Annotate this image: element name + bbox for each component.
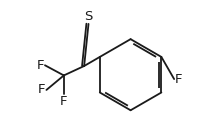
Text: F: F bbox=[175, 73, 182, 86]
Text: F: F bbox=[37, 59, 44, 72]
Text: S: S bbox=[84, 10, 93, 23]
Text: F: F bbox=[38, 83, 46, 96]
Text: F: F bbox=[60, 95, 67, 108]
